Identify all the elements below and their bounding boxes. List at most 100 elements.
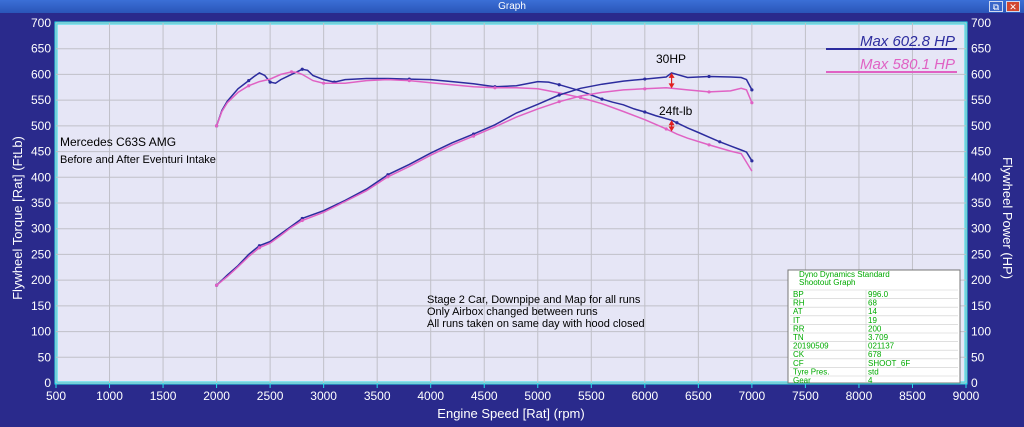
info-table-title-2: Shootout Graph [799, 278, 855, 287]
hp-delta-arrow-head-top [668, 72, 675, 78]
y-tick-label-left: 150 [31, 299, 51, 313]
series-point [557, 83, 561, 87]
y-tick-label-left: 250 [31, 247, 51, 261]
tq-delta-arrow-head-top [668, 120, 675, 126]
info-table-key: Tyre Pres. [793, 367, 829, 376]
y-tick-label-right: 450 [971, 145, 991, 159]
y-tick-label-left: 700 [31, 16, 51, 30]
y-tick-label-left: 300 [31, 222, 51, 236]
x-tick-label: 3000 [310, 389, 337, 403]
info-table-key: CK [793, 350, 805, 359]
y-tick-label-right: 400 [971, 170, 991, 184]
tq-delta-label: 24ft-lb [659, 104, 693, 118]
note-line-3: All runs taken on same day with hood clo… [427, 318, 645, 330]
y-tick-label-right: 200 [971, 273, 991, 287]
series-point [268, 80, 272, 84]
series-point [707, 90, 711, 94]
y-tick-label-right: 350 [971, 196, 991, 210]
y-tick-label-left: 650 [31, 42, 51, 56]
y-tick-label-right: 700 [971, 16, 991, 30]
series-point [247, 84, 251, 88]
y-tick-label-right: 550 [971, 93, 991, 107]
x-tick-label: 3500 [364, 389, 391, 403]
info-table-key: AT [793, 307, 803, 316]
series-point [643, 87, 647, 91]
info-table-title-1: Dyno Dynamics Standard [799, 270, 890, 279]
y-tick-label-right: 600 [971, 67, 991, 81]
series-point [707, 143, 711, 147]
delta-markers [668, 72, 675, 132]
info-table-key: TN [793, 333, 804, 342]
series-point [214, 283, 219, 287]
x-tick-label: 2500 [257, 389, 284, 403]
info-table-value: 021137 [868, 342, 895, 351]
y-tick-label-left: 100 [31, 325, 51, 339]
series-point [300, 218, 304, 223]
hp-delta-arrow-head-bottom [668, 83, 675, 89]
y-tick-label-right: 300 [971, 222, 991, 236]
y-tick-label-right: 150 [971, 299, 991, 313]
series-point [643, 77, 647, 81]
info-table: Dyno Dynamics Standard Shootout Graph BP… [787, 269, 961, 385]
info-table-rows: BP 996.0 RH 68 AT 14 IT 19 RR 200 TN 3.709 20190509 0… [790, 289, 958, 385]
info-table-key: IT [793, 316, 800, 325]
y-ticks: 0 0 50 50 100 100 150 150 200 200 250 250 300 300 350 3… [31, 16, 991, 390]
series-point [407, 79, 411, 83]
series-point [557, 100, 561, 104]
series-point [289, 70, 294, 74]
x-tick-label: 500 [46, 389, 66, 403]
x-tick-label: 2000 [203, 389, 230, 403]
tq-delta-arrow-head-bottom [668, 126, 675, 132]
series-point [664, 127, 668, 131]
close-button[interactable]: ✕ [1006, 1, 1020, 12]
series-point [707, 74, 711, 79]
info-table-key: Gear [793, 376, 811, 385]
info-table-value: 200 [868, 324, 882, 333]
info-table-value: 996.0 [868, 290, 889, 299]
car-subtitle: Before and After Eventuri Intake [60, 154, 216, 166]
series-point [300, 67, 304, 71]
y-axis-label-right: Flywheel Power (HP) [1000, 157, 1015, 279]
y-tick-label-left: 550 [31, 93, 51, 107]
x-ticks: 500 1000 1500 2000 2500 3000 3500 4000 4500 5000 5… [46, 383, 980, 403]
y-tick-label-left: 350 [31, 196, 51, 210]
series-point [718, 140, 722, 144]
note-line-2: Only Airbox changed between runs [427, 306, 598, 318]
info-table-key: CF [793, 359, 804, 368]
y-tick-label-right: 500 [971, 119, 991, 133]
info-table-key: BP [793, 290, 804, 299]
car-label: Mercedes C63S AMG [60, 135, 176, 149]
series-point [557, 93, 561, 97]
series-point [471, 134, 476, 138]
y-tick-label-right: 250 [971, 247, 991, 261]
info-table-value: 3.709 [868, 333, 889, 342]
x-tick-label: 6000 [631, 389, 658, 403]
y-tick-label-right: 100 [971, 325, 991, 339]
y-tick-label-left: 450 [31, 145, 51, 159]
series-point [600, 97, 604, 101]
y-tick-label-left: 400 [31, 170, 51, 184]
info-table-value: SHOOT_6F [868, 359, 910, 368]
x-axis-label: Engine Speed [Rat] (rpm) [437, 406, 584, 421]
y-tick-label-left: 50 [38, 350, 52, 364]
y-tick-label-left: 500 [31, 119, 51, 133]
restore-button[interactable]: ⧉ [989, 1, 1003, 12]
info-table-value: std [868, 367, 879, 376]
x-tick-label: 1500 [150, 389, 177, 403]
grid [55, 22, 967, 384]
series-line-torque-1 [215, 71, 753, 172]
series-point [750, 88, 754, 92]
y-tick-label-right: 50 [971, 350, 985, 364]
x-tick-label: 4500 [471, 389, 498, 403]
legend-before: Max 580.1 HP [860, 56, 955, 73]
note-line-1: Stage 2 Car, Downpipe and Map for all ru… [427, 294, 641, 306]
y-tick-label-left: 200 [31, 273, 51, 287]
x-tick-label: 1000 [96, 389, 123, 403]
info-table-value: 68 [868, 299, 877, 308]
series-point [247, 79, 251, 83]
window-titlebar: Graph ⧉ ✕ [0, 0, 1024, 13]
window-title: Graph [498, 1, 526, 12]
y-tick-label-right: 650 [971, 42, 991, 56]
series-point [493, 86, 497, 90]
x-tick-label: 9000 [953, 389, 980, 403]
